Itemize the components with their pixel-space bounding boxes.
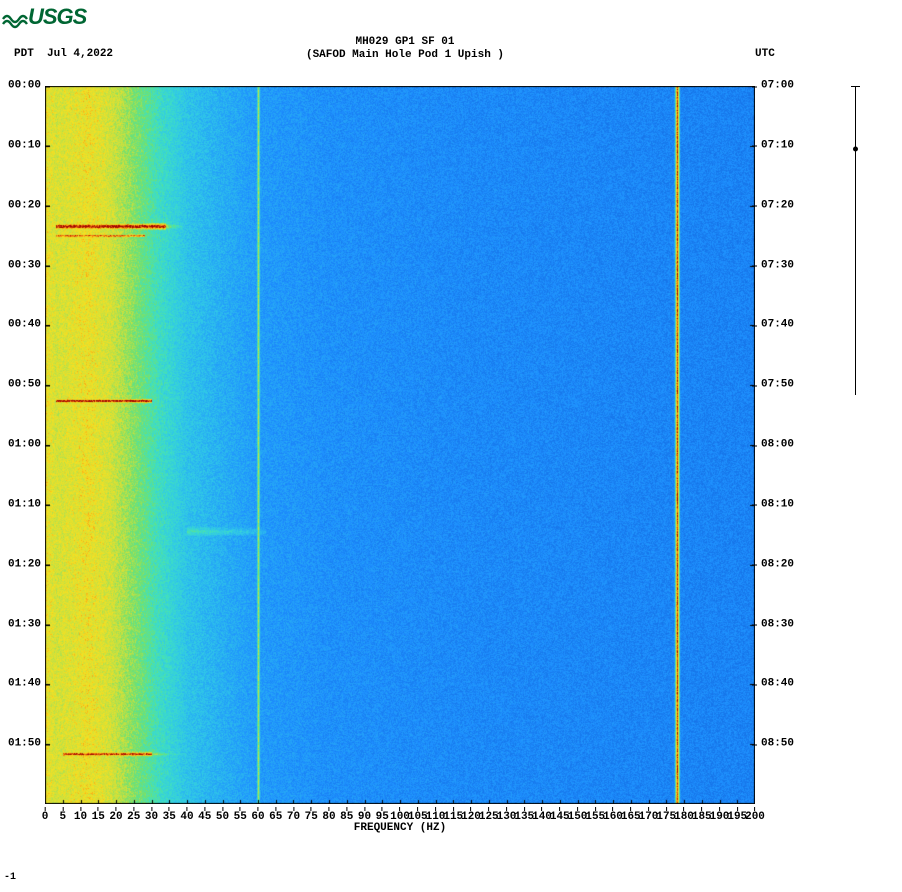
x-tick: 15 bbox=[92, 807, 105, 823]
x-tick: 60 bbox=[251, 807, 264, 823]
tz-left: PDT bbox=[14, 48, 34, 60]
usgs-logo: USGS bbox=[2, 4, 86, 30]
x-tick: 40 bbox=[180, 807, 193, 823]
x-axis-label: FREQUENCY (HZ) bbox=[45, 822, 755, 834]
x-tick: 10 bbox=[74, 807, 87, 823]
y-right-tick: 08:40 bbox=[757, 679, 807, 690]
y-axis-right: 07:0007:1007:2007:3007:4007:5008:0008:10… bbox=[757, 86, 807, 804]
y-right-tick: 07:40 bbox=[757, 320, 807, 331]
x-tick: 70 bbox=[287, 807, 300, 823]
y-left-tick: 01:20 bbox=[0, 559, 45, 570]
x-tick: 45 bbox=[198, 807, 211, 823]
y-right-tick: 07:10 bbox=[757, 140, 807, 151]
title-line-2: (SAFOD Main Hole Pod 1 Upish ) bbox=[0, 49, 810, 62]
x-tick: 5 bbox=[59, 807, 66, 823]
y-left-tick: 01:30 bbox=[0, 619, 45, 630]
usgs-wave-icon bbox=[2, 12, 28, 30]
spectrogram-canvas bbox=[45, 86, 755, 804]
x-tick: 25 bbox=[127, 807, 140, 823]
x-tick: 50 bbox=[216, 807, 229, 823]
aux-axis bbox=[855, 86, 856, 395]
y-right-tick: 07:20 bbox=[757, 200, 807, 211]
chart-title: MH029 GP1 SF 01 (SAFOD Main Hole Pod 1 U… bbox=[0, 36, 810, 62]
y-left-tick: 00:50 bbox=[0, 380, 45, 391]
date-left: Jul 4,2022 bbox=[47, 48, 113, 60]
usgs-logo-text: USGS bbox=[28, 4, 86, 29]
y-axis-left: 00:0000:1000:2000:3000:4000:5001:0001:10… bbox=[0, 86, 45, 804]
spectrogram-plot bbox=[45, 86, 755, 804]
y-left-tick: 01:00 bbox=[0, 440, 45, 451]
x-tick: 35 bbox=[163, 807, 176, 823]
title-line-1: MH029 GP1 SF 01 bbox=[0, 36, 810, 49]
y-right-tick: 07:30 bbox=[757, 260, 807, 271]
x-tick: 20 bbox=[109, 807, 122, 823]
y-right-tick: 08:30 bbox=[757, 619, 807, 630]
y-right-tick: 08:00 bbox=[757, 440, 807, 451]
tz-right: UTC bbox=[755, 48, 775, 60]
y-left-tick: 00:30 bbox=[0, 260, 45, 271]
y-right-tick: 08:50 bbox=[757, 739, 807, 750]
header-left: PDT Jul 4,2022 bbox=[14, 48, 113, 60]
x-tick: 0 bbox=[42, 807, 49, 823]
y-left-tick: 01:10 bbox=[0, 499, 45, 510]
y-left-tick: 01:40 bbox=[0, 679, 45, 690]
y-left-tick: 01:50 bbox=[0, 739, 45, 750]
x-tick: 90 bbox=[358, 807, 371, 823]
x-tick: 65 bbox=[269, 807, 282, 823]
y-right-tick: 07:50 bbox=[757, 380, 807, 391]
y-left-tick: 00:00 bbox=[0, 81, 45, 92]
x-tick: 200 bbox=[745, 807, 765, 823]
y-right-tick: 07:00 bbox=[757, 81, 807, 92]
x-tick: 80 bbox=[322, 807, 335, 823]
y-left-tick: 00:10 bbox=[0, 140, 45, 151]
header-right: UTC bbox=[755, 48, 775, 60]
y-left-tick: 00:20 bbox=[0, 200, 45, 211]
x-tick: 30 bbox=[145, 807, 158, 823]
x-tick: 95 bbox=[376, 807, 389, 823]
y-left-tick: 00:40 bbox=[0, 320, 45, 331]
x-tick: 55 bbox=[234, 807, 247, 823]
x-tick: 85 bbox=[340, 807, 353, 823]
footer-mark: -1 bbox=[4, 872, 16, 883]
y-right-tick: 08:20 bbox=[757, 559, 807, 570]
y-right-tick: 08:10 bbox=[757, 499, 807, 510]
x-tick: 75 bbox=[305, 807, 318, 823]
